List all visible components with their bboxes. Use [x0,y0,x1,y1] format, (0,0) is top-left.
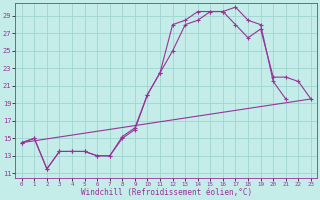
X-axis label: Windchill (Refroidissement éolien,°C): Windchill (Refroidissement éolien,°C) [81,188,252,197]
